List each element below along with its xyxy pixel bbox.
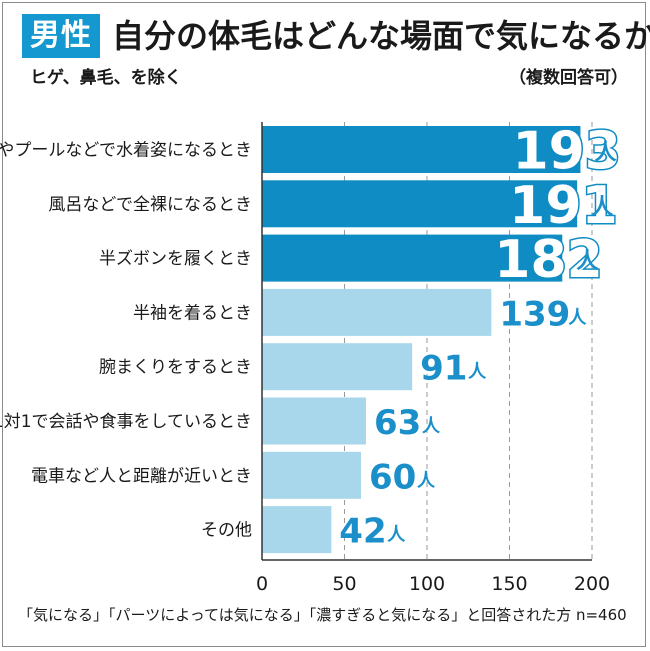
value-label: 63	[374, 403, 421, 443]
bar	[262, 126, 581, 173]
value-label: 182	[494, 230, 603, 290]
gender-badge: 男性	[22, 14, 100, 58]
chart-title: 自分の体毛はどんな場面で気になるか	[112, 17, 650, 55]
x-tick-label: 50	[332, 573, 356, 595]
unit-label: 人	[468, 362, 487, 383]
unit-label: 人	[387, 525, 406, 546]
bar	[262, 343, 413, 391]
bar	[262, 451, 361, 499]
x-tick-label: 0	[256, 573, 268, 595]
category-label: 海やプールなどで水着姿になるとき	[0, 141, 252, 161]
value-label: 60	[369, 457, 416, 497]
category-label: 風呂などで全裸になるとき	[48, 195, 252, 215]
bar	[262, 234, 563, 282]
chart-subtitle: ヒゲ、鼻毛、を除く	[30, 68, 182, 88]
category-label: 電車など人と距離が近いとき	[31, 466, 252, 486]
value-label: 91	[420, 349, 467, 389]
category-label: 半袖を着るとき	[133, 303, 252, 323]
x-tick-label: 150	[491, 573, 527, 595]
bar	[262, 397, 366, 445]
value-label: 191	[509, 176, 618, 236]
unit-label: 人	[417, 470, 436, 491]
x-tick-label: 200	[574, 573, 610, 595]
category-label: 腕まくりをするとき	[99, 358, 252, 378]
x-tick-label: 100	[409, 573, 445, 595]
unit-label: 人	[568, 307, 587, 328]
footer-note: 「気になる」「パーツによっては気になる」「濃すぎると気になる」と回答された方 n…	[18, 606, 627, 624]
multiple-answer-note: （複数回答可）	[509, 68, 628, 88]
bar	[262, 506, 332, 554]
unit-label: 人	[594, 141, 616, 166]
category-label: その他	[201, 521, 252, 541]
value-label: 42	[339, 512, 386, 552]
bar	[262, 180, 578, 228]
unit-label: 人	[422, 416, 441, 437]
bar	[262, 288, 492, 336]
category-label: 人と1対1で会話や食事をしているとき	[0, 412, 252, 432]
value-label: 193	[512, 122, 621, 182]
unit-label: 人	[576, 249, 598, 274]
value-label: 139	[499, 294, 570, 334]
unit-label: 人	[591, 195, 613, 220]
category-label: 半ズボンを履くとき	[99, 249, 252, 269]
